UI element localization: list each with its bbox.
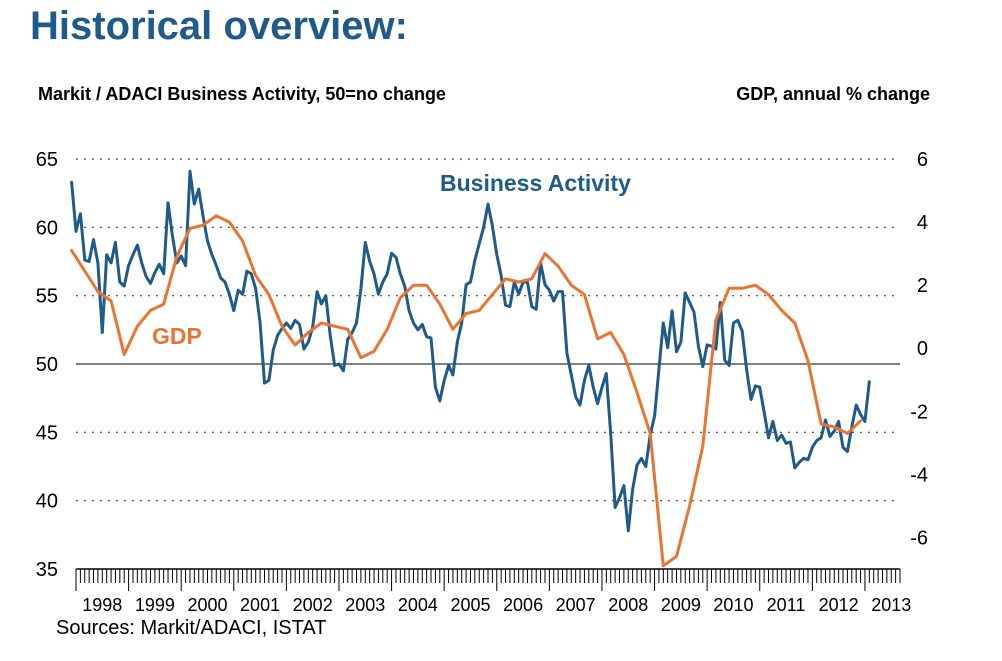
source-note: Sources: Markit/ADACI, ISTAT [56,617,327,639]
y-right-tick-label: 2 [917,275,928,297]
x-tick-label: 2011 [767,595,806,615]
x-tick-label: 2012 [819,595,859,615]
y-right-tick-label: 0 [917,338,928,360]
x-tick-label: 1998 [82,595,122,615]
y-left-tick-label: 40 [36,491,58,513]
x-tick-label: 2007 [556,595,596,615]
y-left-tick-label: 50 [36,354,58,376]
gdp-line [70,214,863,568]
right-axis-caption: GDP, annual % change [736,84,930,104]
axis-layer: 35 40 45 50 55 60 65 -6 -4 -2 0 2 4 6 1998 1999 2000 2001… [36,149,928,615]
x-tick-label: 2009 [661,595,701,615]
label-layer: Business Activity GDP [152,170,631,349]
x-tick-label: 2002 [293,595,333,615]
business-activity-line [70,169,871,533]
x-tick-label: 2004 [398,595,438,615]
x-tick-label: 2001 [240,595,280,615]
series-layer [70,169,871,568]
x-tick-label: 2013 [871,595,911,615]
gdp-label: GDP [152,323,202,349]
grid-layer [76,158,900,502]
x-tick-label: 1999 [135,595,175,615]
y-right-tick-label: -2 [910,401,928,423]
y-left-tick-label: 65 [36,149,58,171]
x-tick-label: 2000 [187,595,227,615]
y-left-tick-label: 55 [36,286,58,308]
left-axis-caption: Markit / ADACI Business Activity, 50=no … [38,84,446,104]
y-right-tick-label: 4 [917,212,928,234]
x-tick-label: 2005 [450,595,490,615]
y-right-tick-label: -4 [910,464,928,486]
x-tick-label: 2010 [713,595,753,615]
x-tick-label: 2003 [345,595,385,615]
y-left-tick-label: 60 [36,217,58,239]
business-activity-label: Business Activity [440,170,631,196]
x-tick-label: 2006 [503,595,543,615]
y-left-tick-label: 35 [36,559,58,581]
y-left-tick-label: 45 [36,422,58,444]
y-right-tick-label: -6 [910,527,928,549]
page-title: Historical overview: [30,4,408,48]
x-tick-label: 2008 [608,595,648,615]
y-right-tick-label: 6 [917,149,928,171]
